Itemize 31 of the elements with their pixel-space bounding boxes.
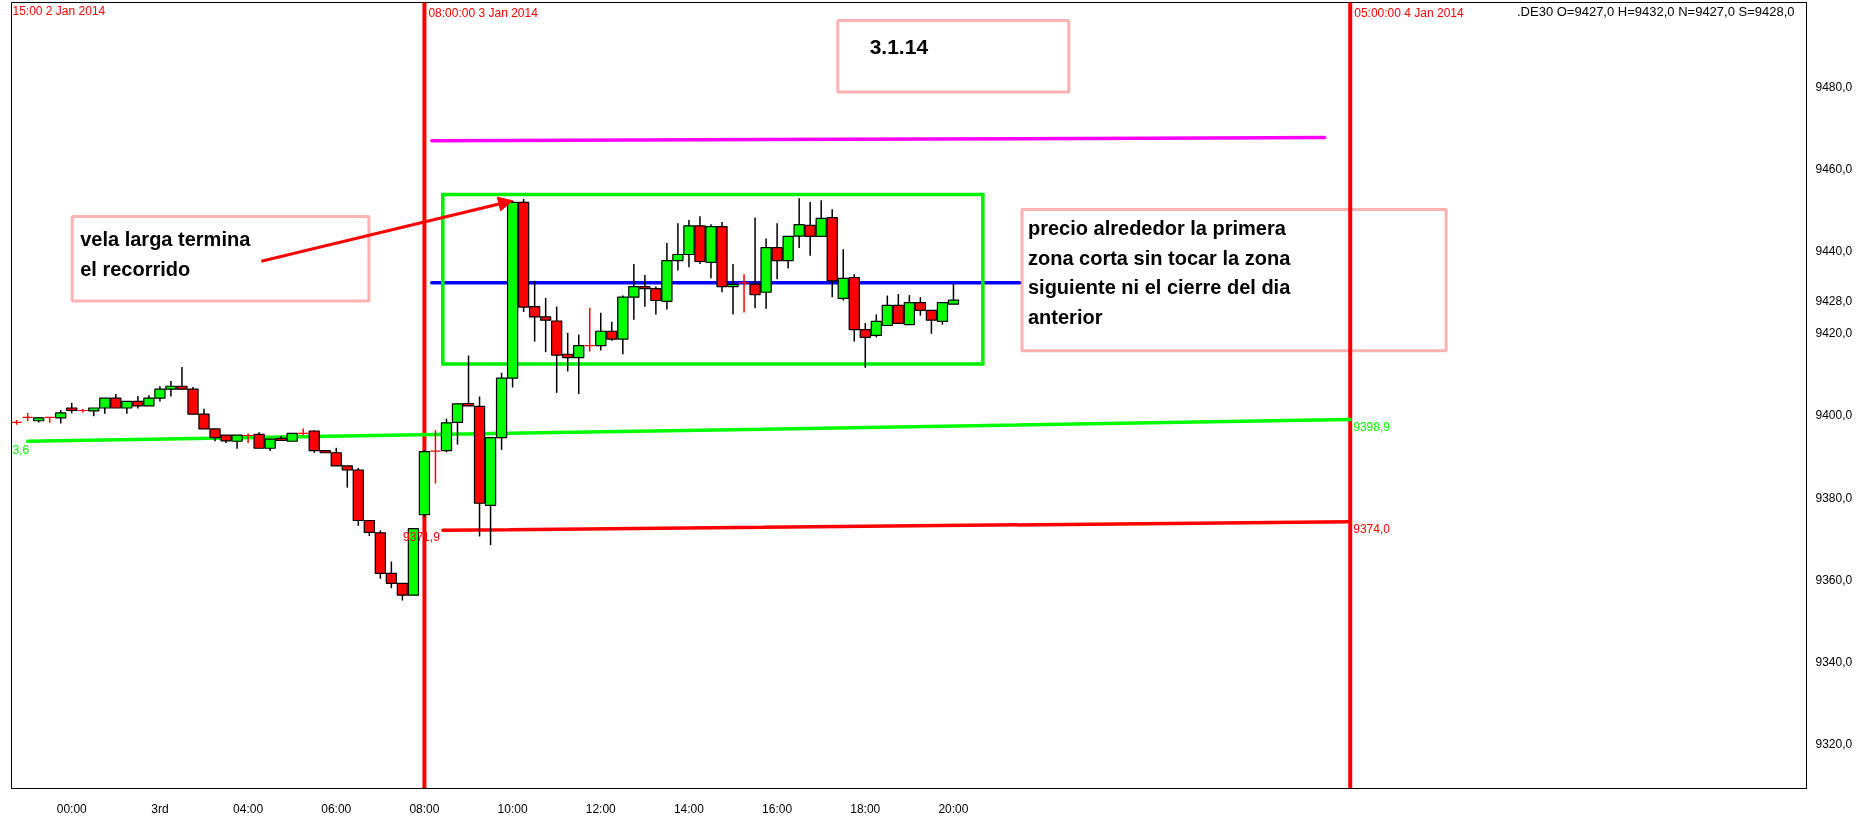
x-tick-label: 12:00: [585, 801, 617, 816]
x-tick-label: 3rd: [151, 801, 169, 816]
y-tick-label: 9400,0: [1815, 408, 1853, 423]
annotation: vela larga termina el recorrido: [80, 228, 252, 280]
x-tick-label: 16:00: [762, 801, 793, 816]
ref-line-label: 05:00:00 4 Jan 2014: [1354, 5, 1464, 20]
annotation: precio alrededor la primera zona corta sin tocar la zona siguiente ni el cierre del dia anterior: [1027, 217, 1292, 328]
data-label: 9374,0: [1353, 521, 1391, 536]
x-tick-label: 04:00: [233, 801, 264, 816]
x-tick-label: 00:00: [56, 801, 88, 816]
data-label: 9398,9: [1353, 419, 1391, 434]
y-tick-label: 9380,0: [1815, 490, 1853, 505]
y-tick-label: 9420,0: [1815, 326, 1853, 341]
x-tick-label: 14:00: [673, 801, 705, 816]
annotation: 3.1.14: [869, 35, 929, 59]
y-tick-label: 9320,0: [1815, 736, 1853, 751]
annotation: 15:00 2 Jan 2014: [12, 4, 106, 19]
y-tick-label: 9340,0: [1815, 654, 1853, 669]
y-tick-label: 9428,0: [1815, 293, 1853, 308]
y-tick-label: 9460,0: [1815, 162, 1853, 177]
x-tick-label: 20:00: [938, 801, 969, 816]
y-tick-label: 9480,0: [1815, 80, 1853, 95]
ref-line-label: 08:00:00 3 Jan 2014: [428, 5, 539, 20]
y-tick-label: 9360,0: [1815, 572, 1853, 587]
x-tick-label: 10:00: [497, 801, 528, 816]
x-tick-label: 08:00: [409, 801, 440, 816]
x-tick-label: 06:00: [321, 801, 352, 816]
annotation: 3,6: [12, 443, 30, 458]
y-tick-label: 9440,0: [1815, 244, 1853, 259]
annotation: .DE30 O=9427,0 H=9432,0 N=9427,0 S=9428,0: [1517, 4, 1795, 20]
x-tick-label: 18:00: [850, 801, 881, 816]
